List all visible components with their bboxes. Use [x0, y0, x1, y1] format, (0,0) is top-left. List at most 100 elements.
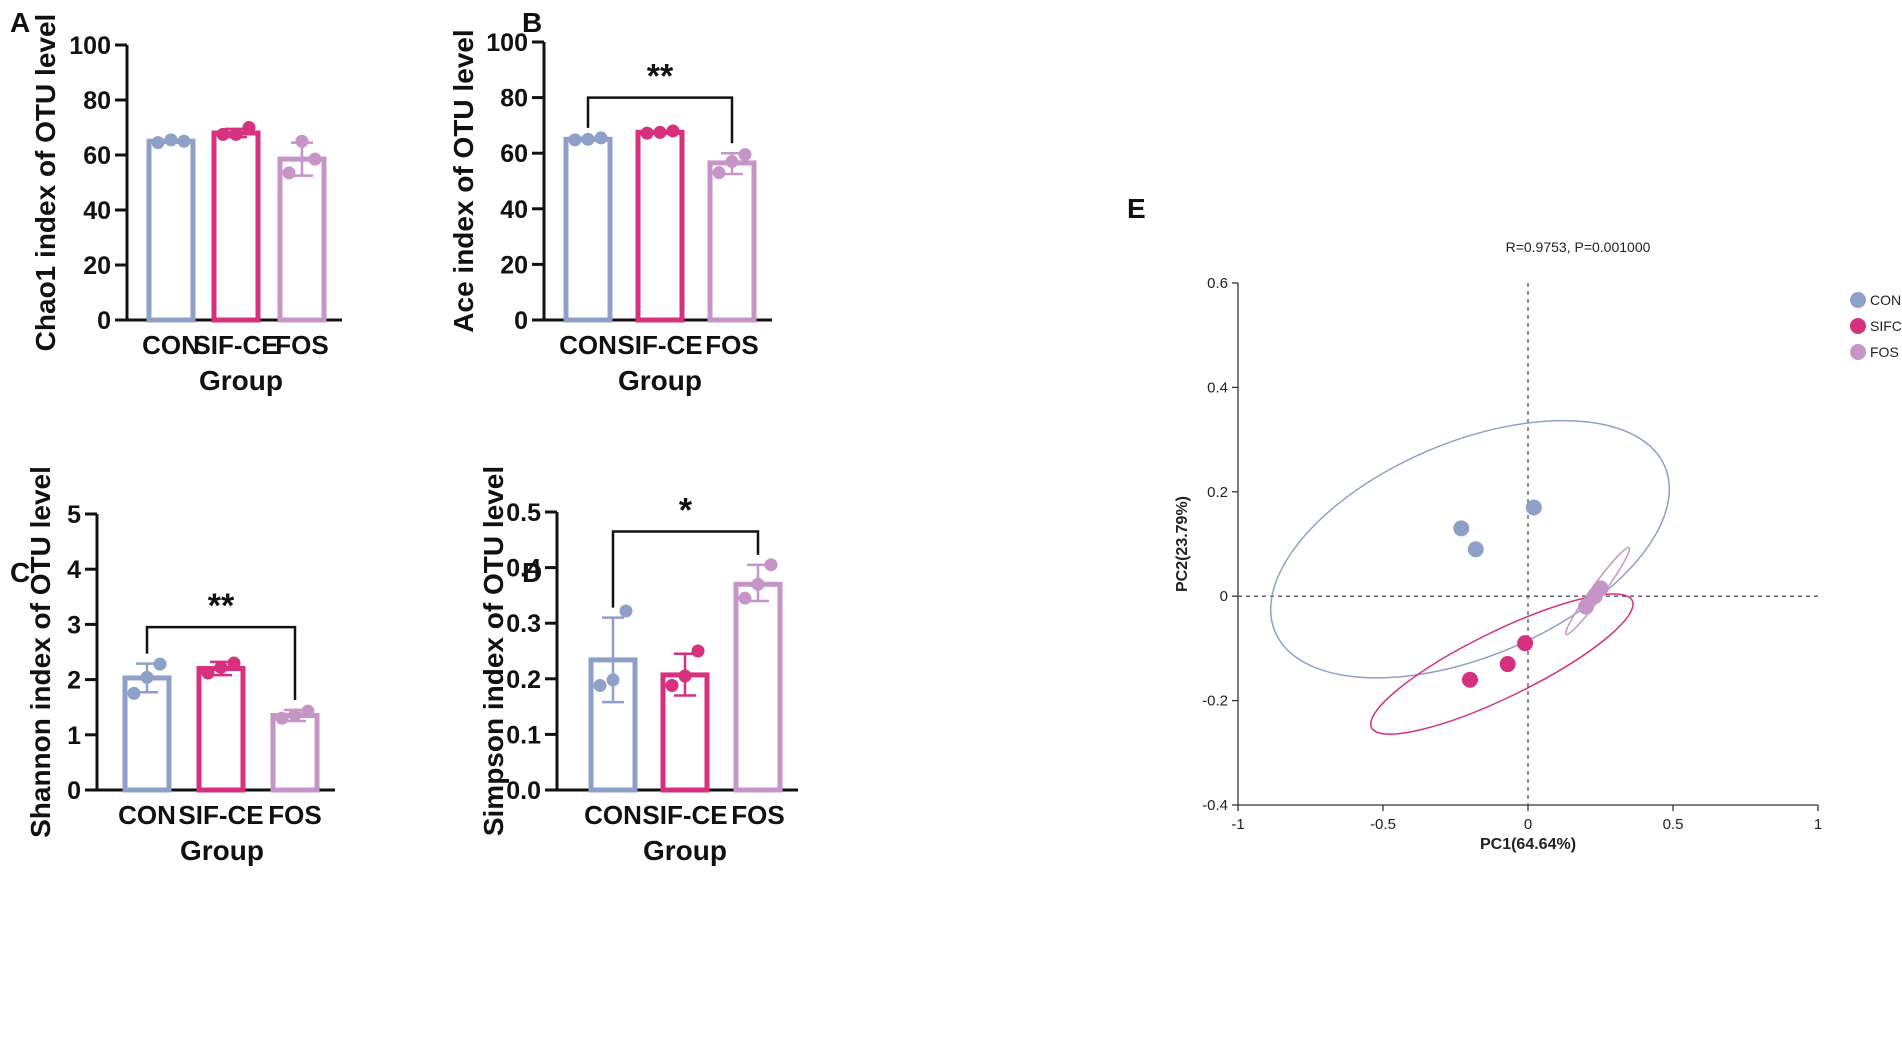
y-tick-label: 40 — [83, 197, 111, 225]
data-point-fos — [1592, 580, 1609, 597]
data-point — [738, 148, 752, 162]
y-tick-label: 0.6 — [1207, 275, 1228, 292]
bar-sif-ce — [196, 666, 246, 793]
data-point — [214, 660, 228, 674]
data-point — [153, 657, 167, 671]
y-tick-label: 100 — [69, 32, 111, 60]
data-point — [227, 656, 241, 670]
significance-bracket — [611, 530, 760, 608]
y-tick-label: 0 — [97, 307, 111, 335]
x-category-label: SIF-CE — [617, 330, 702, 360]
legend-label-sifce: SIFCE — [1870, 318, 1902, 334]
data-point-con — [1453, 520, 1470, 537]
y-tick-label: 3 — [67, 611, 81, 639]
data-point-sifce — [1462, 671, 1478, 688]
panel-e: E R=0.9753, P=0.001000 -1 -0.5 0 0.5 1 -0.4 -0.… — [1127, 193, 1902, 853]
y-axis-title: Simpson index of OTU level — [478, 466, 509, 836]
data-point — [295, 134, 309, 148]
panel-label-c: C — [10, 557, 30, 588]
x-category-label: FOS — [275, 330, 328, 360]
panel-label-a: A — [10, 7, 30, 38]
y-tick-label: 5 — [67, 501, 81, 529]
y-tick-label: 0.3 — [506, 610, 541, 638]
y-tick-label: 60 — [83, 142, 111, 170]
y-tick-label: -0.4 — [1202, 797, 1228, 814]
x-axis-title: Group — [180, 835, 264, 866]
data-point — [229, 127, 243, 141]
data-point — [593, 678, 607, 692]
data-point — [678, 669, 692, 683]
data-point-con — [1467, 541, 1484, 558]
panel-label-b: B — [522, 7, 542, 38]
x-axis-title: Group — [199, 365, 283, 396]
x-category-label: CON — [559, 330, 617, 360]
y-tick-label: 0.4 — [506, 555, 541, 583]
x-category-label: FOS — [268, 800, 321, 830]
data-point-sifce — [1517, 635, 1534, 652]
data-point — [725, 155, 739, 169]
data-point — [606, 673, 620, 687]
significance-bracket — [145, 625, 297, 700]
x-category-label: FOS — [705, 330, 758, 360]
legend-label-con: CON — [1870, 292, 1901, 308]
x-axis-title: Group — [618, 365, 702, 396]
bar-fos — [707, 160, 757, 323]
data-point — [738, 591, 752, 605]
data-point — [288, 708, 302, 722]
y-tick-label: 0 — [1220, 588, 1228, 605]
data-point — [581, 132, 595, 146]
x-tick-label: 0.5 — [1663, 816, 1684, 833]
x-axis-title: PC1(64.64%) — [1480, 836, 1576, 853]
panel-label-d: D — [522, 557, 542, 588]
bar-con — [146, 138, 196, 323]
y-axis-title: Chao1 index of OTU level — [30, 14, 61, 352]
legend-marker-con — [1850, 292, 1866, 308]
data-point — [764, 558, 778, 572]
significance-bracket — [586, 96, 734, 144]
y-tick-label: -0.2 — [1202, 693, 1228, 710]
y-tick-label: 4 — [67, 556, 81, 584]
significance-label: * — [679, 491, 693, 529]
data-point — [164, 133, 178, 147]
data-point — [177, 134, 191, 148]
y-tick-label: 100 — [486, 29, 528, 57]
bar-fos — [733, 581, 783, 793]
data-point — [568, 133, 582, 147]
data-point — [151, 136, 165, 150]
data-point — [301, 704, 315, 718]
y-tick-label: 60 — [500, 140, 528, 168]
x-category-label: CON — [142, 330, 200, 360]
x-tick-label: -0.5 — [1370, 816, 1396, 833]
data-point — [712, 166, 726, 180]
y-tick-label: 0.4 — [1207, 379, 1228, 396]
x-category-label: SIF-CE — [178, 800, 263, 830]
panel-label-e: E — [1127, 193, 1146, 224]
y-tick-label: 0 — [514, 307, 528, 335]
legend-marker-sifce — [1850, 318, 1866, 334]
y-tick-label: 20 — [83, 252, 111, 280]
x-category-label: SIF-CE — [642, 800, 727, 830]
y-tick-label: 0.5 — [506, 499, 541, 527]
data-point — [275, 711, 289, 725]
confidence-ellipse-sifce — [1370, 593, 1634, 735]
data-point — [619, 604, 633, 618]
x-tick-label: -1 — [1231, 816, 1244, 833]
y-tick-label: 0.2 — [1207, 484, 1228, 501]
bar-fos — [270, 712, 320, 793]
y-tick-label: 40 — [500, 196, 528, 224]
data-point — [201, 666, 215, 680]
y-axis-title: Ace index of OTU level — [448, 29, 479, 332]
significance-label: ** — [647, 58, 674, 96]
legend-marker-fos — [1850, 344, 1866, 360]
x-category-label: CON — [584, 800, 642, 830]
data-point — [691, 644, 705, 658]
x-category-label: CON — [118, 800, 176, 830]
bar-fos — [277, 156, 327, 323]
data-point — [216, 127, 230, 141]
data-point-sifce — [1499, 656, 1516, 673]
y-axis-title: PC2(23.79%) — [1174, 496, 1191, 592]
